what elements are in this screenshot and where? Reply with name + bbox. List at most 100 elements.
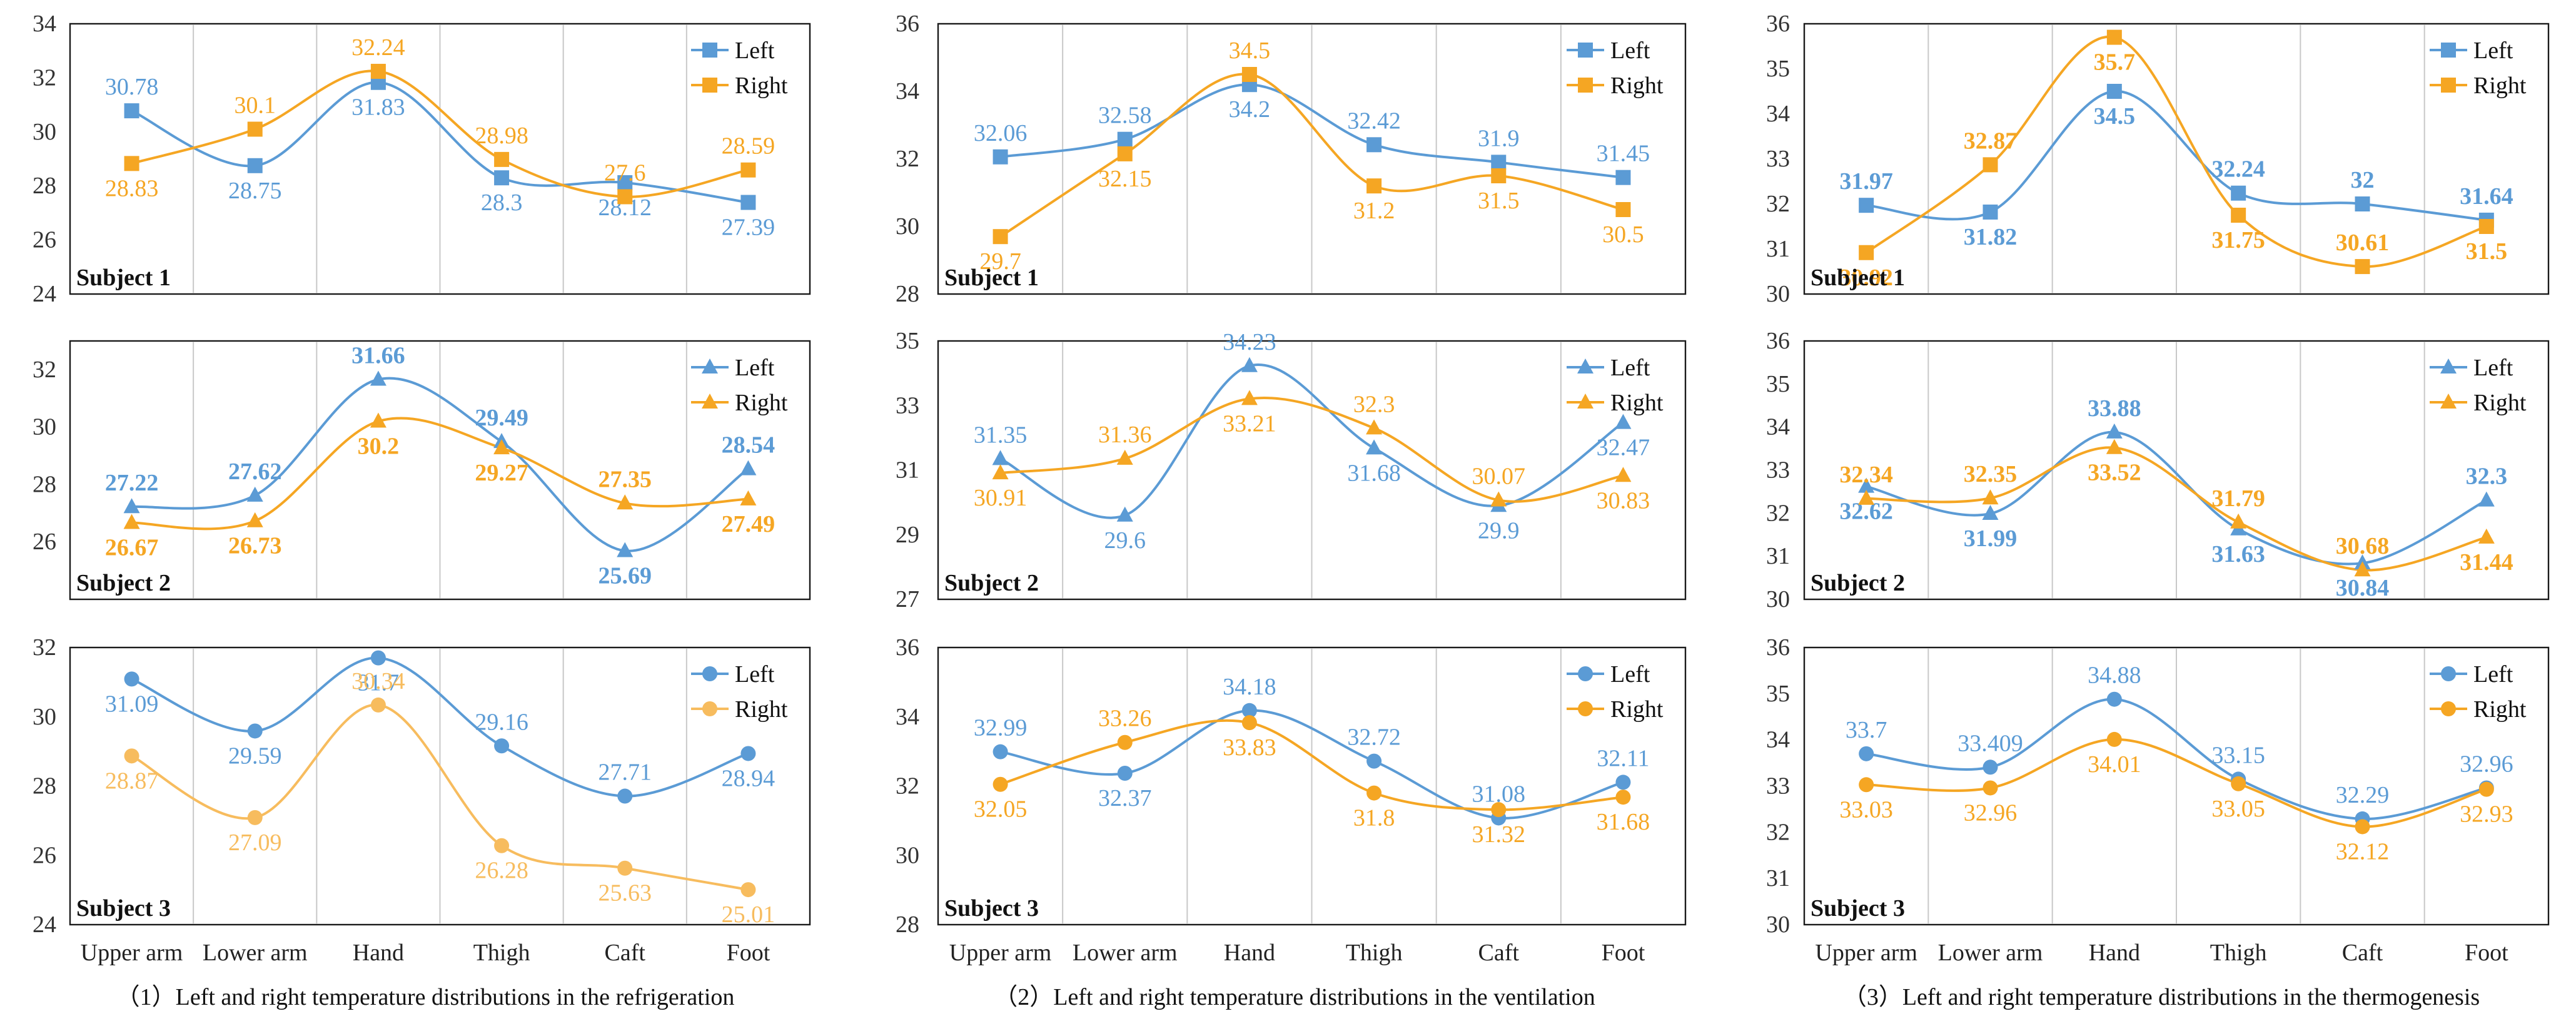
legend-marker <box>2441 43 2456 58</box>
y-tick-label: 32 <box>33 64 56 91</box>
right-data-label: 25.01 <box>722 901 775 928</box>
y-tick-label: 27 <box>896 586 919 612</box>
right-data-point <box>1491 168 1507 183</box>
subject-label: Subject 3 <box>1811 895 1905 922</box>
y-tick-label: 30 <box>896 842 919 868</box>
right-data-point <box>2355 819 2370 835</box>
left-data-point <box>246 486 263 502</box>
right-data-label: 28.83 <box>105 175 159 201</box>
left-data-point <box>1983 759 1998 775</box>
left-data-label: 31.97 <box>1839 168 1893 195</box>
y-tick-label: 30 <box>1766 912 1790 938</box>
legend-marker <box>2440 394 2457 409</box>
right-data-label: 34.5 <box>1229 38 1271 64</box>
left-data-point <box>1982 505 1999 521</box>
left-data-point <box>1117 766 1133 781</box>
y-tick-label: 36 <box>896 11 919 37</box>
right-data-point <box>2106 439 2123 454</box>
x-tick-label: Caft <box>1478 940 1520 966</box>
x-tick-label: Hand <box>1224 940 1275 966</box>
left-data-label: 27.62 <box>228 459 282 485</box>
legend-marker <box>702 701 717 716</box>
left-data-point <box>2106 423 2123 439</box>
chart-panel: 26 28 30 32 27.22 27.62 31.66 29.49 25.69 28.54 26… <box>33 340 811 601</box>
left-data-label: 32.11 <box>1597 745 1649 771</box>
right-data-point <box>2478 781 2494 797</box>
x-tick-label: Foot <box>1602 940 1645 966</box>
right-data-point <box>247 810 263 825</box>
legend-label: Left <box>735 38 775 64</box>
left-data-label: 30.78 <box>105 74 159 100</box>
left-data-point <box>247 723 263 739</box>
y-tick-label: 31 <box>1766 236 1790 262</box>
y-tick-label: 35 <box>1766 681 1790 707</box>
subject-label: Subject 1 <box>1811 265 1905 291</box>
left-data-label: 31.82 <box>1964 224 2018 250</box>
right-data-point <box>1241 67 1257 82</box>
left-data-label: 28.75 <box>228 178 282 204</box>
x-tick-label: Lower arm <box>1073 940 1178 966</box>
left-data-point <box>617 542 634 557</box>
legend-label: Left <box>2473 38 2513 64</box>
y-tick-label: 33 <box>896 392 919 419</box>
legend-label: Left <box>2473 661 2513 688</box>
left-data-point <box>740 195 756 210</box>
left-data-label: 34.2 <box>1229 96 1271 123</box>
right-data-point <box>1615 790 1631 805</box>
left-data-point <box>1859 746 1874 761</box>
y-tick-label: 35 <box>1766 371 1790 397</box>
y-tick-label: 32 <box>1766 191 1790 217</box>
legend-marker <box>1577 394 1594 409</box>
right-data-label: 35.7 <box>2094 49 2136 76</box>
left-data-label: 34.23 <box>1223 329 1276 355</box>
y-tick-label: 31 <box>896 457 919 484</box>
right-data-label: 27.09 <box>228 830 282 856</box>
left-data-point <box>2478 491 2495 507</box>
y-tick-label: 28 <box>896 281 919 307</box>
legend-label: Right <box>735 390 788 416</box>
right-data-label: 32.15 <box>1098 166 1152 192</box>
right-data-point <box>1983 780 1998 796</box>
right-data-point <box>617 860 633 876</box>
right-data-label: 33.26 <box>1098 706 1152 732</box>
caption-ventilation: （2）Left and right temperature distributi… <box>994 984 1595 1010</box>
chart-panel: 27 29 31 33 35 31.35 29.6 34.23 31.68 29.9 32.47 30… <box>896 328 1687 612</box>
left-data-point <box>1366 439 1383 455</box>
right-data-point <box>1241 715 1257 731</box>
left-data-point <box>370 650 386 666</box>
left-series-line <box>999 363 1624 519</box>
chart-panel: 28 30 32 34 36 Upper arm Lower arm Hand Thigh Caf… <box>896 634 1687 966</box>
right-data-label: 30.07 <box>1472 464 1526 490</box>
y-tick-label: 36 <box>1766 11 1790 37</box>
right-data-point <box>370 697 386 713</box>
x-tick-label: Upper arm <box>949 940 1052 966</box>
right-data-label: 27.6 <box>604 160 646 186</box>
y-tick-label: 36 <box>1766 328 1790 354</box>
right-data-label: 31.2 <box>1353 198 1395 224</box>
x-tick-label: Thigh <box>473 940 530 966</box>
left-data-point <box>1491 155 1507 170</box>
legend-label: Right <box>2473 73 2527 99</box>
subject-label: Subject 3 <box>76 895 171 922</box>
legend-label: Left <box>1610 38 1650 64</box>
left-data-label: 27.22 <box>105 470 159 496</box>
y-tick-label: 28 <box>33 471 56 497</box>
left-data-label: 25.69 <box>599 562 652 589</box>
left-data-label: 32.47 <box>1597 435 1650 461</box>
right-data-point <box>2230 513 2247 529</box>
y-tick-label: 28 <box>33 173 56 199</box>
right-data-point <box>1366 785 1382 801</box>
legend-marker <box>702 394 718 409</box>
right-data-label: 30.91 <box>974 485 1028 511</box>
left-data-point <box>1858 477 1875 493</box>
right-data-point <box>740 490 757 505</box>
right-data-point <box>370 64 386 79</box>
y-tick-label: 34 <box>1766 727 1790 753</box>
left-data-label: 31.45 <box>1597 141 1650 167</box>
left-data-point <box>1241 357 1258 372</box>
left-data-point <box>993 149 1008 165</box>
left-data-point <box>1117 131 1133 147</box>
subject-label: Subject 1 <box>76 265 171 291</box>
left-series-line <box>1866 698 2487 820</box>
